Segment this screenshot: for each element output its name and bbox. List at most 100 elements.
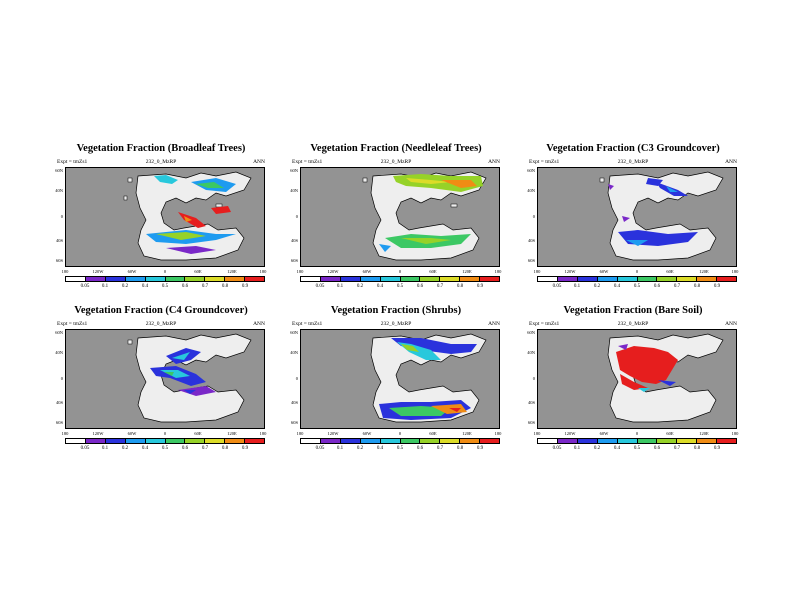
lat-label: 60N [290,330,298,335]
colorbar-label: 0.05 [315,446,325,451]
colorbar-swatch [538,277,557,281]
colorbar-swatch [84,439,105,443]
lon-label: 120E [462,431,472,436]
colorbar-label: 0.2 [356,284,364,289]
colorbar-swatch [419,439,440,443]
vegetation-region [658,380,676,386]
colorbar-label: 0.2 [121,446,129,451]
vegetation-region [401,344,419,352]
lat-label: 60S [290,420,298,425]
vegetation-region [164,372,174,376]
vegetation-region [211,206,231,214]
colorbar-swatch [556,277,577,281]
lat-label: 0 [60,214,63,219]
lat-label: 40N [527,350,535,355]
experiment-label: Expt = tmZs1 [292,159,323,165]
colorbar-label: 0.9 [241,446,249,451]
colorbar-swatch [676,277,697,281]
experiment-label: Expt = tmZs1 [529,159,560,165]
colorbar-label: 0.7 [673,284,681,289]
lat-label: 0 [532,376,535,381]
lon-label: 120W [327,269,339,274]
colorbar-label: 0.5 [396,284,404,289]
colorbar-label: 0.9 [476,446,484,451]
lon-label: 120E [699,431,709,436]
lon-label: 60E [194,431,202,436]
lat-label: 40S [55,400,63,405]
colorbar-swatch [616,439,637,443]
lon-label: 0 [635,269,639,274]
lon-label: 120E [462,269,472,274]
colorbar-swatch [319,277,340,281]
lon-label: 60W [599,431,609,436]
map-plot [300,167,500,267]
colorbar-label: 0.9 [476,284,484,289]
season-label: ANN [253,159,265,165]
lon-label: 60W [127,431,137,436]
colorbar-swatch [319,439,340,443]
colorbar-label: 0.7 [673,446,681,451]
colorbar-label: 0.6 [181,284,189,289]
lat-label: 60N [290,168,298,173]
colorbar [65,438,265,444]
lon-label: 60E [666,269,674,274]
colorbar-label: 0.8 [221,284,229,289]
colorbar-label: 0.5 [633,446,641,451]
map-plot [537,329,737,429]
lat-label: 40N [55,188,63,193]
lon-label: 60E [429,269,437,274]
vegetation-region [616,346,678,384]
case-label: 232_0_MzRP [380,321,412,327]
colorbar-swatch [439,439,460,443]
island-shape [127,339,133,345]
colorbar-label: 0.5 [633,284,641,289]
vegetation-region [379,244,391,252]
colorbar-label: 0.1 [336,284,344,289]
colorbar-label: 0.5 [396,446,404,451]
colorbar-label: 0.7 [201,446,209,451]
lon-label: 180 [494,431,502,436]
lat-label: 60S [290,258,298,263]
vegetation-region [431,404,467,414]
colorbar-label: 0.9 [713,284,721,289]
case-label: 232_0_MzRP [617,321,649,327]
lon-label: 180 [533,431,541,436]
colorbar-swatch [164,439,185,443]
colorbar-label: 0.8 [456,284,464,289]
colorbar-label: 0.7 [436,446,444,451]
island-shape [362,177,368,183]
colorbar-swatch [224,439,245,443]
lat-label: 40S [290,238,298,243]
lat-label: 40S [527,238,535,243]
lat-label: 0 [295,376,298,381]
colorbar-label: 0.9 [713,446,721,451]
lat-label: 60S [55,258,63,263]
colorbar-swatch [556,439,577,443]
vegetation-region [449,408,461,412]
colorbar-swatch [104,277,125,281]
lat-label: 60N [55,168,63,173]
vegetation-region [622,216,630,222]
colorbar-label: 0.6 [653,284,661,289]
colorbar-swatch [359,277,380,281]
island-shape [127,177,133,183]
landmass-shape [607,171,724,261]
lat-label: 60N [527,168,535,173]
island-shape [599,177,605,183]
landmass-shape [135,333,252,423]
panel-c4-groundcover: Vegetation Fraction (C4 Groundcover) Exp… [55,305,267,475]
island-shape [123,195,128,201]
lat-label: 0 [295,214,298,219]
colorbar-swatch [379,439,400,443]
lon-label: 180 [731,269,739,274]
colorbar-swatch [184,439,205,443]
lon-label: 180 [61,269,69,274]
colorbar-label: 0.1 [573,284,581,289]
lat-label: 40N [55,350,63,355]
colorbar-label: 0.6 [181,446,189,451]
colorbar-swatch [399,277,420,281]
lon-label: 120E [699,269,709,274]
vegetation-region [441,180,477,188]
lon-label: 60E [429,431,437,436]
vegetation-region [666,186,678,192]
